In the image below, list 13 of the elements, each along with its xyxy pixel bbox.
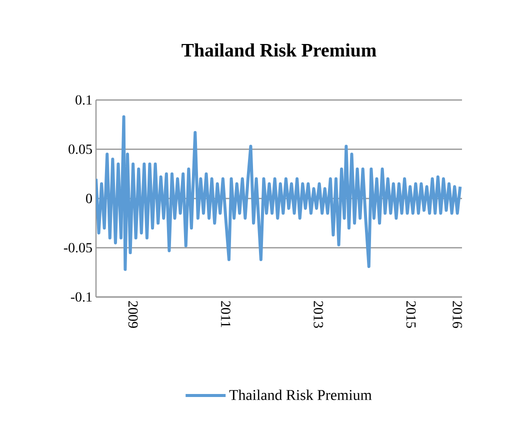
x-tick-label: 2015 xyxy=(406,301,416,328)
x-tick-label: 2011 xyxy=(221,301,230,328)
y-tick-label: -0.1 xyxy=(70,292,92,302)
y-tick-label: 0.1 xyxy=(76,95,92,105)
legend-label: Thailand Risk Premium xyxy=(229,390,372,400)
line-series xyxy=(96,115,462,271)
x-tick-label: 2013 xyxy=(314,301,324,328)
y-tick-label: 0.05 xyxy=(68,144,92,154)
y-tick-label: -0.05 xyxy=(64,243,92,252)
x-tick-label: 2009 xyxy=(128,301,138,328)
chart-title: Thailand Risk Premium xyxy=(182,43,376,57)
x-tick-label: 2016 xyxy=(452,301,462,328)
y-tick-label: 0 xyxy=(86,194,92,204)
